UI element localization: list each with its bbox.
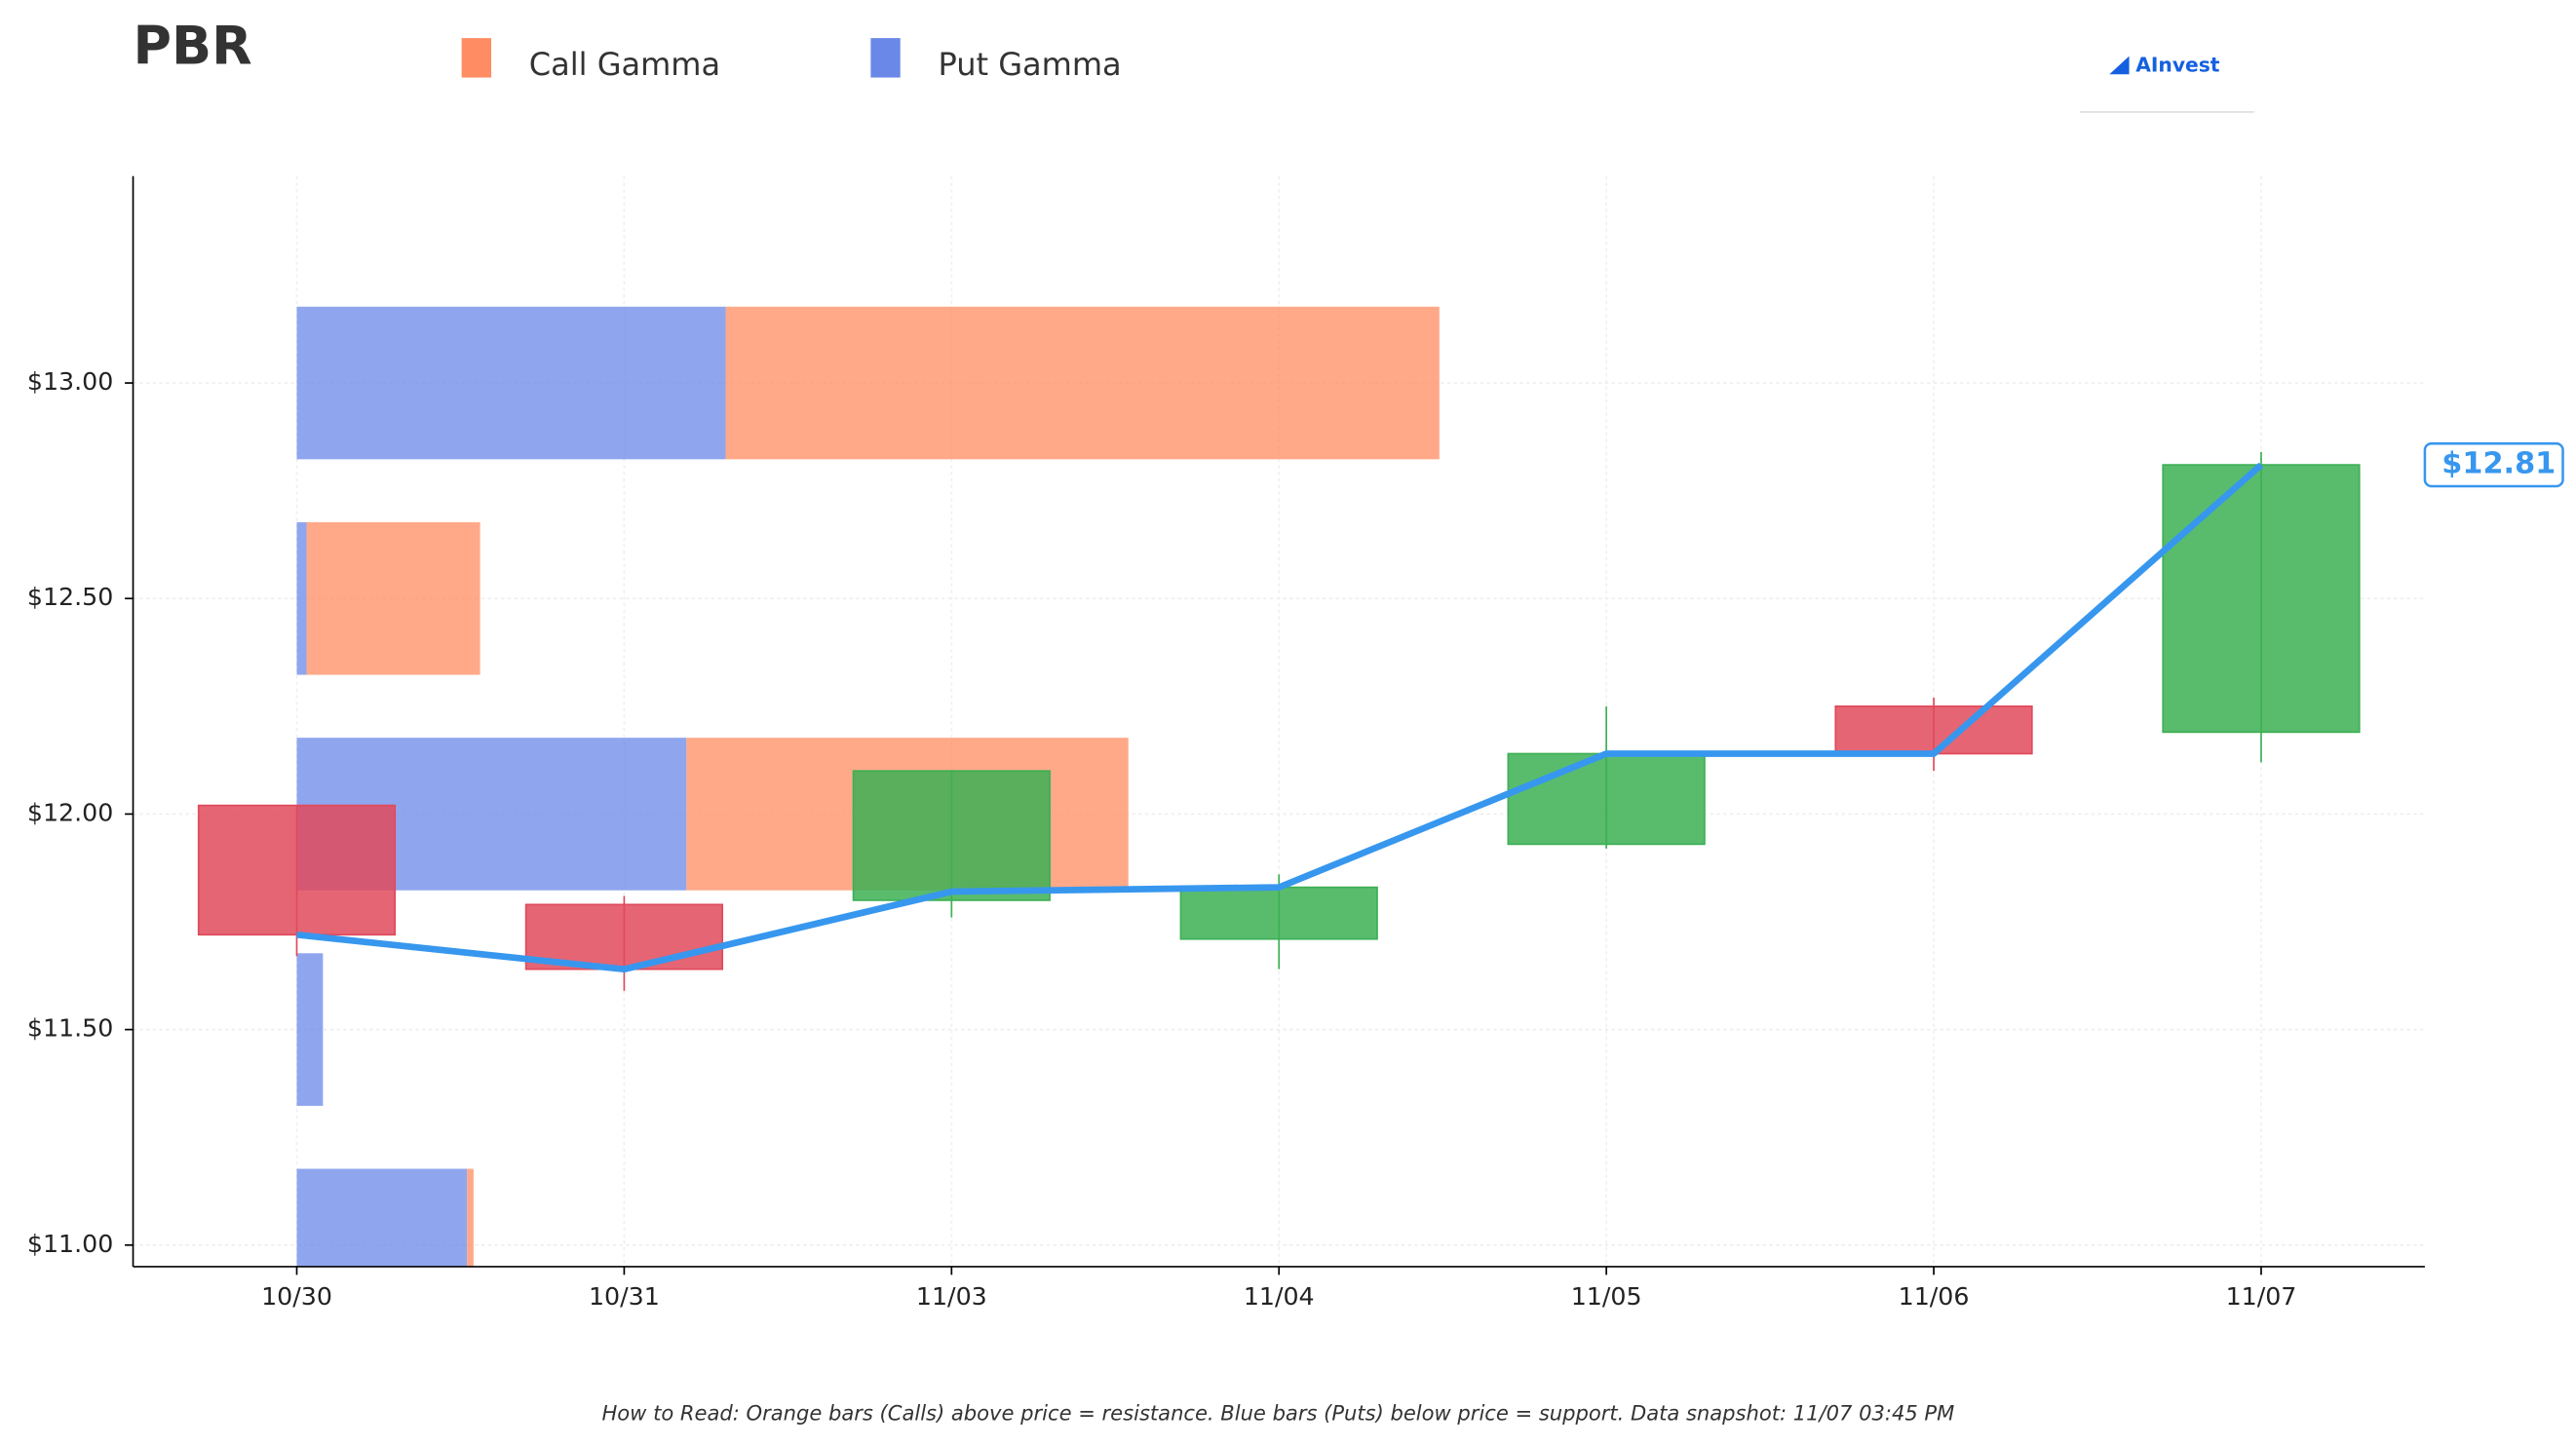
gamma-bar [725,306,1440,460]
y-tick-label: $12.00 [27,798,113,826]
candle-body [852,770,1051,901]
x-tick-label: 10/31 [589,1282,660,1311]
logo-text: AInvest [2135,53,2219,76]
footnote: How to Read: Orange bars (Calls) above p… [601,1401,1954,1426]
candle-body [1507,752,1706,846]
legend-label: Put Gamma [938,46,1121,83]
gamma-bar [467,1168,474,1267]
candle-body [2162,464,2361,734]
legend-swatch [461,38,491,78]
legend-label: Call Gamma [529,46,720,83]
y-tick-label: $11.50 [27,1014,113,1043]
candle-body [524,903,724,970]
x-tick-label: 11/06 [1899,1282,1970,1311]
logo: AInvest [2079,53,2254,113]
x-tick-label: 11/05 [1571,1282,1642,1311]
x-tick-label: 10/30 [261,1282,332,1311]
x-tick-label: 11/04 [1244,1282,1315,1311]
candle-body [1179,886,1378,940]
chart-title: PBR [134,16,252,77]
gamma-bar [296,953,324,1106]
gamma-bar [306,521,481,675]
x-tick-label: 11/03 [916,1282,987,1311]
price-label: $12.81 [2441,447,2556,481]
x-tick-label: 11/07 [2226,1282,2297,1311]
y-tick-label: $12.50 [27,583,113,611]
y-tick-label: $11.00 [27,1230,113,1258]
gamma-bar [296,1168,468,1267]
price-line [296,462,2264,973]
gamma-bar [296,521,307,675]
gamma-bar [296,306,726,460]
y-tick-label: $13.00 [27,367,113,396]
candle-body [1834,704,2033,755]
price-label-box [2423,441,2564,488]
candle-body [197,804,397,936]
legend-swatch [870,38,901,78]
